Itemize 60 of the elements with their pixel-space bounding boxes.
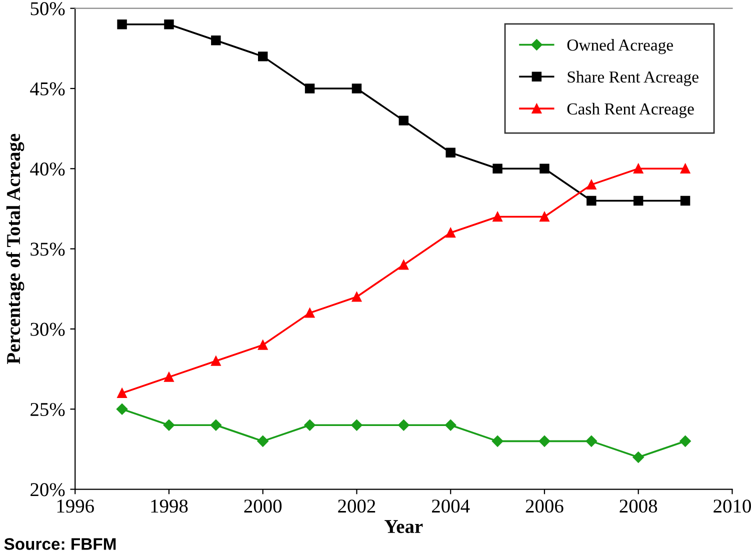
- point: [492, 212, 502, 222]
- point: [680, 164, 690, 174]
- x-tick-label: 2004: [432, 500, 470, 513]
- y-tick-label: 20%: [30, 483, 65, 496]
- point: [398, 116, 409, 126]
- point: [352, 292, 362, 302]
- point: [446, 148, 456, 158]
- point: [492, 164, 502, 174]
- point: [116, 404, 128, 415]
- point: [538, 436, 550, 447]
- point: [352, 84, 362, 94]
- y-axis-title: Percentage of Total Acreage: [6, 134, 24, 364]
- point: [164, 20, 174, 30]
- point: [398, 420, 410, 431]
- point: [351, 420, 362, 431]
- x-tick-label: 2006: [526, 500, 564, 513]
- point: [540, 212, 550, 222]
- x-tick-label: 1996: [57, 500, 94, 513]
- point: [586, 196, 596, 206]
- point: [492, 436, 504, 447]
- point: [304, 420, 316, 431]
- y-tick-label: 25%: [30, 402, 65, 416]
- point: [258, 52, 268, 62]
- point: [586, 180, 596, 190]
- x-tick-label: 1998: [151, 500, 188, 513]
- point: [210, 420, 222, 431]
- y-tick-label: 35%: [30, 242, 65, 256]
- x-axis-title: Year: [384, 520, 423, 534]
- source-note: Source: FBFM: [4, 538, 116, 550]
- x-tick-label: 2010: [714, 500, 751, 513]
- point: [633, 164, 644, 174]
- legend-label: Owned Acreage: [567, 38, 673, 54]
- point: [117, 20, 127, 30]
- point: [164, 372, 174, 382]
- point: [586, 436, 598, 447]
- point: [632, 452, 644, 463]
- point: [540, 164, 550, 174]
- point: [680, 436, 691, 447]
- x-tick-label: 2008: [620, 500, 658, 513]
- legend-label: Cash Rent Acreage: [567, 102, 694, 118]
- y-tick-label: 50%: [30, 2, 65, 16]
- point: [211, 356, 221, 366]
- point: [117, 388, 127, 398]
- point: [680, 196, 690, 206]
- x-tick-label: 2002: [338, 500, 376, 513]
- y-tick-label: 30%: [30, 322, 65, 336]
- legend-label: Share Rent Acreage: [568, 70, 698, 86]
- y-tick-label: 45%: [30, 82, 65, 96]
- point: [398, 260, 409, 270]
- point: [304, 308, 315, 318]
- point: [258, 340, 268, 350]
- point: [444, 420, 456, 431]
- point: [257, 436, 268, 447]
- x-tick-label: 2000: [244, 500, 282, 513]
- y-tick-label: 40%: [30, 162, 65, 176]
- point: [211, 36, 221, 46]
- point: [163, 420, 175, 431]
- point: [304, 84, 315, 94]
- point: [633, 196, 644, 206]
- point: [446, 228, 456, 238]
